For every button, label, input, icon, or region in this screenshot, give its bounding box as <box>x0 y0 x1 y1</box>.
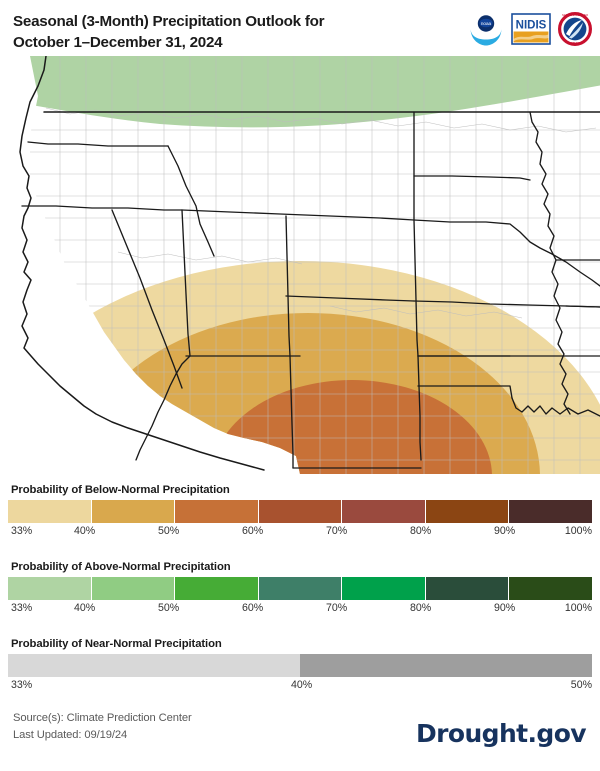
legend-swatch-above-2 <box>91 577 176 600</box>
tick-above-1: 40% <box>74 602 96 614</box>
svg-text:NATIONAL WEATHER: NATIONAL WEATHER <box>562 13 588 17</box>
legend-swatch-below-7 <box>509 500 593 523</box>
tick-below-5: 80% <box>410 525 432 537</box>
tick-below-1: 40% <box>74 525 96 537</box>
page-header: Seasonal (3-Month) Precipitation Outlook… <box>0 0 600 56</box>
legend-above-normal-ticks: 33% 40% 50% 60% 70% 80% 90% 100% <box>8 602 592 619</box>
legend-swatch-above-3 <box>175 577 259 600</box>
legend-near-normal-title: Probability of Near-Normal Precipitation <box>11 638 222 650</box>
tick-above-4: 70% <box>326 602 348 614</box>
last-updated-text: Last Updated: 09/19/24 <box>13 729 128 741</box>
tick-below-0: 33% <box>11 525 33 537</box>
source-text: Source(s): Climate Prediction Center <box>13 712 192 724</box>
legend-swatch-near-2 <box>300 654 592 677</box>
map-lower-mask <box>0 444 276 476</box>
legend-swatch-below-6 <box>425 500 510 523</box>
tick-above-7: 100% <box>564 602 592 614</box>
tick-above-2: 50% <box>158 602 180 614</box>
page-footer: Source(s): Climate Prediction Center Las… <box>0 705 600 771</box>
svg-text:SERVICE: SERVICE <box>569 41 581 45</box>
legend-below-normal: Probability of Below-Normal Precipitatio… <box>8 484 593 542</box>
legend-swatch-below-5 <box>342 500 426 523</box>
svg-text:NIDIS: NIDIS <box>516 20 547 32</box>
legend-near-normal-ticks: 33% 40% 50% <box>8 679 592 696</box>
tick-below-4: 70% <box>326 525 348 537</box>
svg-text:noaa: noaa <box>481 21 492 26</box>
tick-near-2: 50% <box>570 679 592 691</box>
nws-logo: NATIONAL WEATHER SERVICE <box>558 12 592 46</box>
legend-swatch-below-3 <box>175 500 259 523</box>
tick-below-2: 50% <box>158 525 180 537</box>
legend-swatch-above-4 <box>258 577 343 600</box>
state-borders <box>19 56 600 471</box>
tick-near-1: 40% <box>291 679 313 691</box>
legend-swatch-above-1 <box>8 577 92 600</box>
drought-gov-brand[interactable]: Drought.gov <box>416 719 587 748</box>
tick-above-0: 33% <box>11 602 33 614</box>
page-title: Seasonal (3-Month) Precipitation Outlook… <box>13 13 325 51</box>
tick-above-3: 60% <box>242 602 264 614</box>
county-borders <box>28 56 600 474</box>
below-normal-50-60-band <box>212 380 492 474</box>
legend-swatch-near-1 <box>8 654 300 677</box>
map-canvas <box>0 56 600 476</box>
tick-below-7: 100% <box>564 525 592 537</box>
logo-group: noaa NIDIS NATIONAL WEATHER SERVICE <box>468 10 592 48</box>
legend-above-normal-title: Probability of Above-Normal Precipitatio… <box>11 561 231 573</box>
legend-swatch-below-2 <box>91 500 176 523</box>
tick-below-6: 90% <box>494 525 516 537</box>
legend-swatch-below-1 <box>8 500 92 523</box>
legend-below-normal-title: Probability of Below-Normal Precipitatio… <box>11 484 230 496</box>
noaa-logo: noaa <box>470 15 502 46</box>
tick-above-5: 80% <box>410 602 432 614</box>
above-normal-33-40-band <box>28 56 600 128</box>
legend-below-normal-ticks: 33% 40% 50% 60% 70% 80% 90% 100% <box>8 525 592 542</box>
legend-swatch-above-5 <box>342 577 426 600</box>
tick-near-0: 33% <box>11 679 33 691</box>
legend-swatch-above-6 <box>425 577 510 600</box>
outlook-map[interactable] <box>0 56 600 476</box>
legend-near-normal: Probability of Near-Normal Precipitation… <box>8 638 592 696</box>
tick-above-6: 90% <box>494 602 516 614</box>
legend-above-normal: Probability of Above-Normal Precipitatio… <box>8 561 593 619</box>
tick-below-3: 60% <box>242 525 264 537</box>
legend-above-normal-bar <box>8 577 593 600</box>
legend-swatch-below-4 <box>258 500 343 523</box>
nidis-logo: NIDIS <box>511 13 551 45</box>
legend-swatch-above-7 <box>509 577 593 600</box>
legend-below-normal-bar <box>8 500 593 523</box>
legend-near-normal-bar <box>8 654 592 677</box>
